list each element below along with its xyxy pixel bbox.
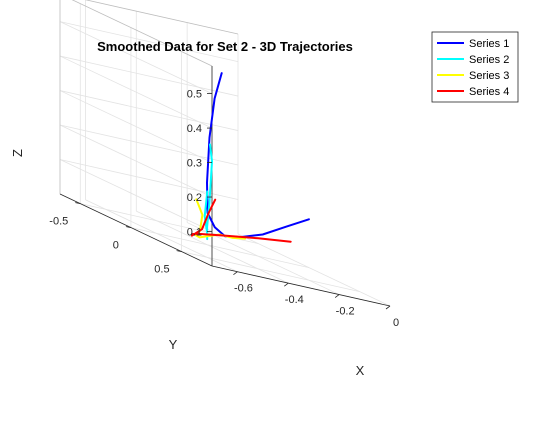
z-tick-label: 0.1 <box>187 227 202 239</box>
legend-label-series-1: Series 1 <box>469 38 509 50</box>
x-tick-mark <box>385 305 391 310</box>
series-group <box>190 72 310 243</box>
z-tick-label: 0.2 <box>187 192 202 204</box>
legend-label-series-3: Series 3 <box>469 70 509 82</box>
z-axis-label: Z <box>10 149 25 157</box>
grid-line-z-wall-side <box>59 124 213 198</box>
grid-line-y-floor <box>181 251 360 292</box>
x-tick-mark <box>334 294 340 298</box>
box-edge <box>71 0 213 67</box>
x-tick-mark <box>233 271 238 276</box>
x-axis-label: X <box>356 363 365 378</box>
grid-line-z-wall-back <box>59 21 239 62</box>
grid-line-z-wall-back <box>59 159 239 200</box>
grid-line-z-wall-side <box>59 55 213 129</box>
z-tick-label: 0.3 <box>187 158 202 170</box>
axes-panes <box>60 194 390 306</box>
z-tick-label: 0.5 <box>187 89 202 101</box>
x-tick-mark <box>284 282 289 287</box>
y-tick-mark <box>75 202 81 204</box>
legend: Series 1 Series 2 Series 3 Series 4 <box>431 31 519 103</box>
grid-line-z-wall-side <box>59 159 213 232</box>
box-edge <box>84 0 239 35</box>
y-tick-label: 0 <box>113 240 119 252</box>
legend-label-series-4: Series 4 <box>469 86 509 98</box>
grid-line-z-wall-side <box>59 90 213 163</box>
chart-title: Smoothed Data for Set 2 - 3D Trajectorie… <box>97 39 353 54</box>
legend-label-series-2: Series 2 <box>469 54 509 66</box>
x-tick-label: -0.4 <box>285 294 304 306</box>
grid-line-z-wall-back <box>59 55 239 97</box>
z-tick-label: 0.4 <box>187 123 202 135</box>
x-tick-label: 0 <box>393 317 399 329</box>
x-tick-label: -0.2 <box>336 306 355 318</box>
grid-line-x-floor <box>237 233 391 307</box>
x-axis-line <box>211 265 391 307</box>
y-tick-mark <box>176 250 182 252</box>
grid-line-z-wall-back <box>59 90 239 131</box>
series-line-1 <box>206 72 310 239</box>
y-tick-label: -0.5 <box>49 216 68 228</box>
tick-labels: -0.6 -0.4 -0.2 0 0.5 0 -0.5 0.1 0.2 0.3 0.4 0.5 <box>49 89 399 329</box>
floor-pane <box>60 194 390 306</box>
y-tick-mark <box>125 226 132 228</box>
grid-line-y-floor <box>130 227 310 268</box>
y-axis-line <box>59 193 213 267</box>
grid-line-z-wall-side <box>59 21 213 94</box>
series-line-4 <box>190 198 292 243</box>
y-axis-label: Y <box>169 337 178 352</box>
x-tick-label: -0.6 <box>234 283 253 295</box>
y-tick-label: 0.5 <box>154 264 169 276</box>
